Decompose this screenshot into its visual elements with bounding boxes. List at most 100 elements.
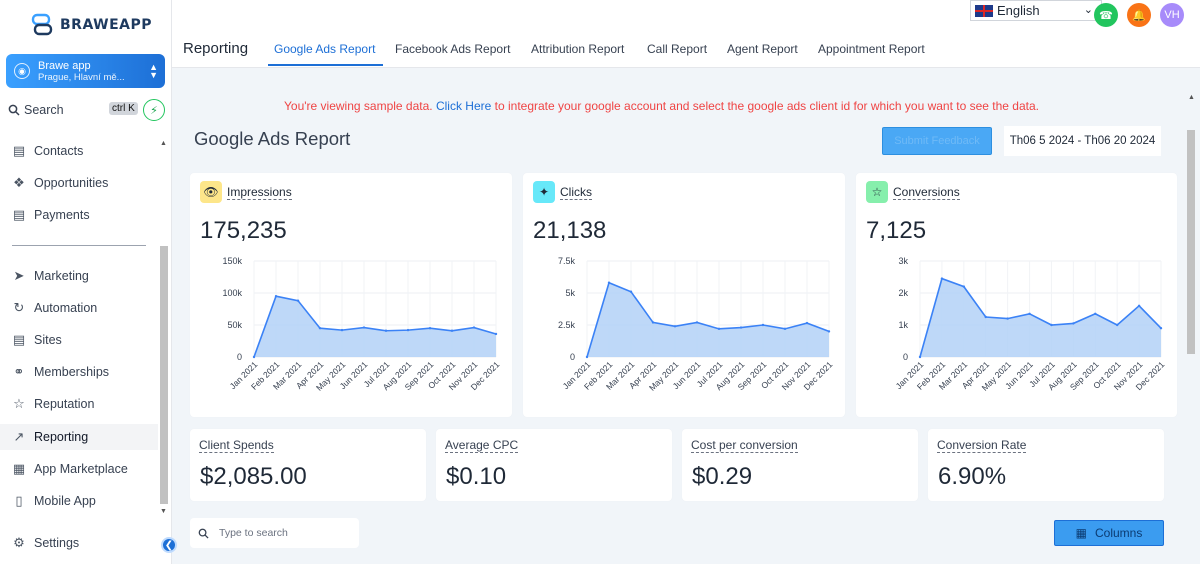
active-tab-indicator — [268, 64, 383, 66]
conversion-rate-label[interactable]: Conversion Rate — [937, 438, 1027, 453]
contacts-icon: ▤ — [12, 143, 26, 158]
sidebar-item-reporting[interactable]: ↗ Reporting — [0, 424, 158, 450]
sidebar-scrollbar[interactable]: ▲ ▼ — [158, 140, 168, 518]
tab-agent-report[interactable]: Agent Report — [727, 42, 798, 56]
collapse-sidebar-button[interactable]: ❮ — [161, 537, 177, 553]
series-area — [254, 296, 496, 357]
columns-button[interactable]: ▦ Columns — [1054, 520, 1164, 546]
clicks-label[interactable]: Clicks — [560, 184, 592, 200]
user-initials: VH — [1164, 9, 1180, 21]
data-point — [406, 328, 410, 332]
search-icon — [8, 104, 20, 116]
conversion-rate-card: Conversion Rate 6.90% — [928, 429, 1164, 501]
sidebar-item-marketing[interactable]: ➤ Marketing — [0, 263, 158, 289]
quick-action-bolt-icon[interactable]: ⚡ — [143, 99, 165, 121]
data-point — [761, 323, 765, 327]
table-search-input[interactable]: Type to search — [190, 518, 359, 548]
notice-text: You're viewing sample data. — [284, 99, 436, 113]
conversions-label[interactable]: Conversions — [893, 184, 960, 200]
sidebar-item-label: Marketing — [34, 269, 89, 283]
average-cpc-label[interactable]: Average CPC — [445, 438, 519, 453]
data-point — [1028, 312, 1031, 315]
tab-call-report[interactable]: Call Report — [647, 42, 708, 56]
sidebar-item-automation[interactable]: ↻ Automation — [0, 295, 158, 321]
data-point — [739, 326, 743, 329]
sample-data-notice: You're viewing sample data. Click Here t… — [284, 99, 1039, 113]
date-range-picker[interactable]: Th06 5 2024 - Th06 20 2024 — [1004, 126, 1161, 156]
notifications-button[interactable]: 🔔 — [1127, 3, 1151, 27]
reporting-icon: ↗ — [13, 429, 25, 444]
sidebar-item-opportunities[interactable]: ❖ Opportunities — [0, 170, 158, 196]
submit-feedback-button[interactable]: Submit Feedback — [882, 127, 992, 155]
gear-icon: ⚙ — [13, 535, 25, 550]
sidebar-item-mobile-app[interactable]: ▯ Mobile App — [0, 488, 158, 514]
cost-per-conversion-label[interactable]: Cost per conversion — [691, 438, 798, 453]
sidebar-item-reputation[interactable]: ☆ Reputation — [0, 391, 158, 417]
tab-attribution-report[interactable]: Attribution Report — [531, 42, 625, 56]
y-tick-label: 100k — [222, 288, 242, 298]
scroll-up-icon[interactable]: ▲ — [160, 140, 167, 147]
client-spends-label[interactable]: Client Spends — [199, 438, 274, 453]
client-spends-card: Client Spends $2,085.00 — [190, 429, 426, 501]
integrate-link[interactable]: Click Here — [435, 99, 492, 113]
cost-per-conversion-card: Cost per conversion $0.29 — [682, 429, 918, 501]
sidebar-item-settings[interactable]: ⚙ Settings — [0, 530, 158, 556]
main-scroll-thumb[interactable] — [1187, 130, 1195, 354]
chevron-left-icon: ❮ — [164, 539, 174, 551]
marketing-icon: ➤ — [13, 268, 25, 283]
sidebar-item-memberships[interactable]: ⚭ Memberships — [0, 359, 158, 385]
avatar[interactable]: VH — [1160, 3, 1184, 27]
sidebar-scroll-thumb[interactable] — [160, 246, 168, 504]
account-switcher[interactable]: ◉ Brawe app Prague, Hlavní mě... ▲ ▼ — [6, 54, 165, 88]
y-tick-label: 3k — [898, 256, 908, 266]
sidebar-divider — [12, 245, 146, 246]
sidebar-item-sites[interactable]: ▤ Sites — [0, 327, 158, 353]
series-area — [587, 282, 829, 357]
impressions-value: 175,235 — [200, 217, 287, 244]
tab-appointment-report[interactable]: Appointment Report — [818, 42, 925, 56]
sidebar-item-label: Opportunities — [34, 176, 109, 190]
data-point — [1115, 323, 1119, 327]
phone-button[interactable]: ☎ — [1094, 3, 1118, 27]
scroll-down-icon[interactable]: ▼ — [160, 508, 167, 515]
logo-text: BRAWEAPP — [60, 17, 153, 33]
tab-google-ads-report[interactable]: Google Ads Report — [274, 42, 376, 56]
notice-text-rest: to integrate your google account and sel… — [491, 99, 1039, 113]
app-logo[interactable]: BRAWEAPP — [30, 12, 152, 38]
data-point — [940, 277, 944, 280]
sidebar-item-label: Sites — [34, 333, 62, 347]
data-point — [296, 299, 300, 302]
clicks-card: ✦ Clicks 21,138 0 2.5k 5k 7.5k Jan 2021 Feb 2… — [523, 173, 845, 417]
data-point — [450, 329, 454, 332]
data-point — [1072, 322, 1075, 325]
sidebar-item-app-marketplace[interactable]: ▦ App Marketplace — [0, 456, 158, 482]
y-tick-label: 50k — [227, 320, 242, 330]
data-point — [827, 330, 831, 333]
y-tick-label: 0 — [570, 352, 575, 362]
impressions-label[interactable]: Impressions — [227, 184, 292, 200]
search-shortcut: ctrl K — [109, 102, 138, 115]
y-tick-label: 0 — [237, 352, 242, 362]
scroll-up-icon[interactable]: ▲ — [1188, 94, 1195, 101]
data-point — [984, 315, 987, 319]
tab-facebook-ads-report[interactable]: Facebook Ads Report — [395, 42, 511, 56]
language-select[interactable]: English ⌄ — [970, 0, 1102, 21]
main-scrollbar[interactable]: ▲ — [1185, 90, 1197, 564]
conversions-card: ☆ Conversions 7,125 0 1k 2k 3k Jan 2021 Feb 2… — [856, 173, 1177, 417]
data-point — [629, 290, 633, 293]
sidebar-item-label: Memberships — [34, 365, 110, 379]
sidebar-item-payments[interactable]: ▤ Payments — [0, 202, 158, 228]
location-icon: ◉ — [14, 63, 30, 79]
data-point — [607, 281, 611, 284]
data-point — [274, 295, 278, 298]
data-point — [918, 355, 922, 359]
sidebar-item-contacts[interactable]: ▤ Contacts — [0, 138, 158, 164]
data-point — [428, 327, 432, 330]
series-line — [253, 295, 497, 358]
series-area — [920, 278, 1161, 357]
sidebar-search[interactable]: Search ctrl K ⚡ — [8, 99, 166, 121]
sidebar-item-label: Contacts — [34, 144, 84, 158]
data-point — [1159, 327, 1163, 330]
data-point — [805, 321, 809, 325]
